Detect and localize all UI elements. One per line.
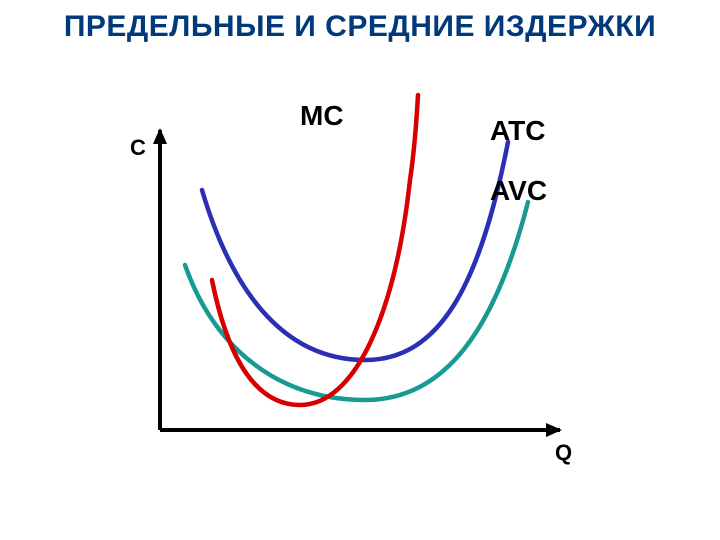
x-axis-label: Q [555,440,572,466]
page-title: ПРЕДЕЛЬНЫЕ И СРЕДНИЕ ИЗДЕРЖКИ [0,10,720,44]
avc-label: AVC [490,175,547,207]
x-axis-arrow [546,423,562,437]
chart-svg [130,110,570,450]
cost-curves-chart: C Q MC ATC AVC [130,110,570,450]
atc-label: ATC [490,115,545,147]
y-axis-label: C [130,135,146,161]
y-axis-arrow [153,128,167,144]
mc-label: MC [300,100,344,132]
atc-curve [202,142,508,360]
